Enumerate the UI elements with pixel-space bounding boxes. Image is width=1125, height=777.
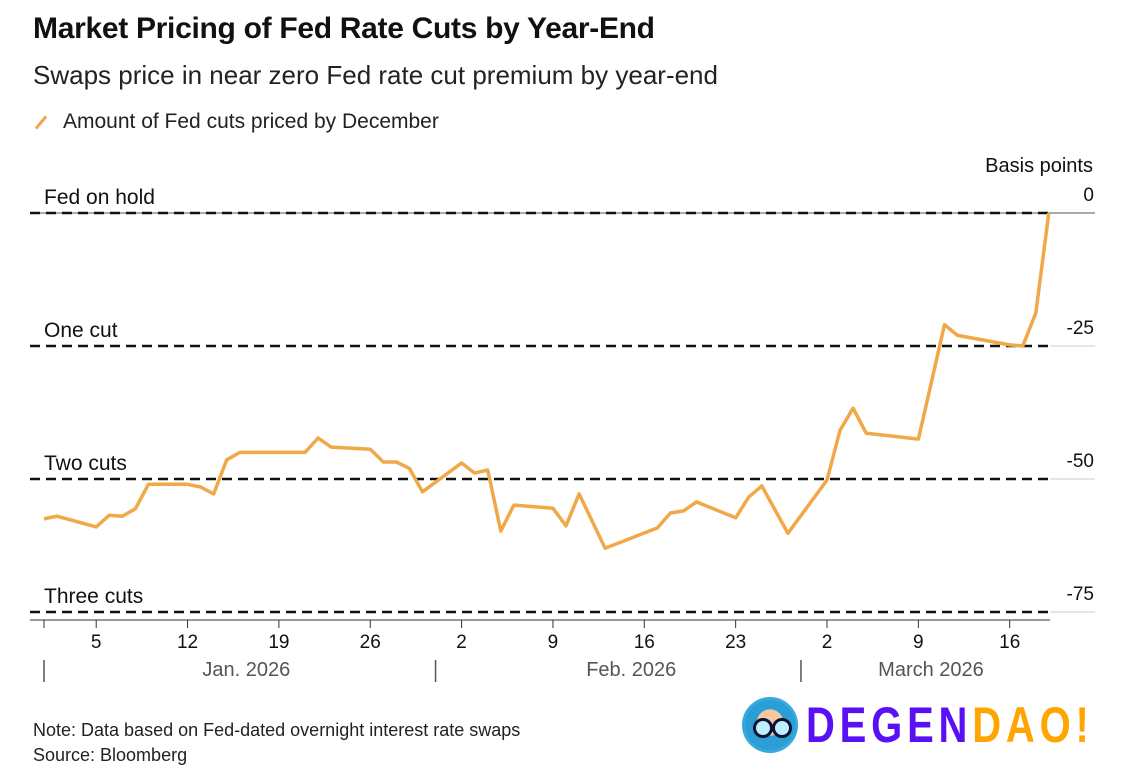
y-tick-label: -25 (1067, 318, 1094, 339)
legend-label: Amount of Fed cuts priced by December (63, 110, 439, 133)
x-tick-label: 16 (999, 632, 1020, 653)
month-label: March 2026 (878, 659, 984, 681)
logo-text-part2: DAO! (972, 697, 1094, 753)
source: Source: Bloomberg (33, 745, 188, 765)
y-axis-label: Basis points (985, 155, 1093, 177)
month-label: Feb. 2026 (586, 659, 676, 681)
reference-line-label: Fed on hold (44, 186, 155, 209)
x-tick-label: 12 (177, 632, 198, 653)
reference-line-label: Two cuts (44, 452, 127, 475)
y-tick-label: 0 (1083, 185, 1094, 206)
x-tick-label: 19 (268, 632, 289, 653)
x-tick-label: 23 (725, 632, 746, 653)
y-tick-label: -75 (1067, 584, 1094, 605)
avatar (742, 697, 798, 753)
x-tick-label: 9 (548, 632, 559, 653)
x-tick-label: 16 (634, 632, 655, 653)
logo: DEGENDAO! (742, 695, 1125, 755)
x-tick-label: 5 (91, 632, 102, 653)
x-tick-label: 26 (360, 632, 381, 653)
logo-text-part1: DEGEN (806, 697, 973, 753)
reference-line-label: Three cuts (44, 585, 143, 608)
note: Note: Data based on Fed-dated overnight … (33, 720, 521, 740)
logo-text: DEGENDAO! (806, 696, 1094, 754)
month-label: Jan. 2026 (202, 659, 290, 681)
reference-line-label: One cut (44, 319, 118, 342)
series-line (43, 212, 1051, 550)
x-tick-label: 2 (456, 632, 467, 653)
legend: Amount of Fed cuts priced by December (33, 110, 439, 134)
x-tick-label: 2 (822, 632, 833, 653)
x-tick-label: 9 (913, 632, 924, 653)
chart-subtitle: Swaps price in near zero Fed rate cut pr… (33, 60, 718, 90)
chart-title: Market Pricing of Fed Rate Cuts by Year-… (33, 12, 655, 45)
y-tick-label: -50 (1067, 451, 1094, 472)
